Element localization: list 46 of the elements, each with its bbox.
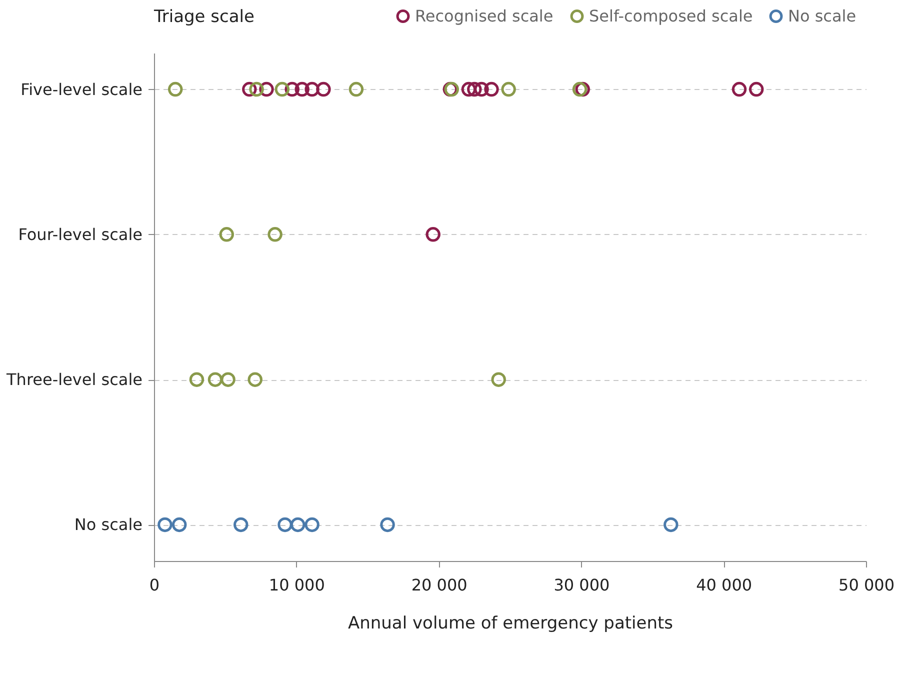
legend-label: No scale <box>788 6 856 26</box>
point <box>233 517 248 532</box>
point <box>732 82 747 97</box>
point <box>248 372 262 387</box>
point <box>491 372 506 387</box>
legend-title: Triage scale <box>153 7 254 27</box>
point <box>664 517 678 532</box>
point <box>467 82 482 97</box>
y-tick-label: Four-level scale <box>18 224 142 244</box>
point <box>278 517 292 532</box>
point <box>189 372 204 387</box>
y-tick-label: Five-level scale <box>20 80 142 99</box>
point <box>380 517 395 532</box>
x-tick-label: 50 000 <box>838 576 894 594</box>
point <box>304 517 320 532</box>
point <box>268 227 282 242</box>
point <box>219 227 234 242</box>
point <box>501 82 516 97</box>
y-tick-label: Three-level scale <box>6 370 142 390</box>
point <box>304 82 320 97</box>
x-tick-label: 30 000 <box>554 576 610 594</box>
point <box>294 82 310 97</box>
x-tick-label: 40 000 <box>696 576 752 594</box>
point <box>208 372 223 387</box>
legend-label: Self-composed scale <box>589 6 753 26</box>
point <box>274 82 290 97</box>
x-tick-label: 0 <box>149 576 160 594</box>
point <box>158 517 172 532</box>
point <box>168 82 183 97</box>
point <box>461 82 476 97</box>
point <box>290 517 306 532</box>
point <box>249 82 264 97</box>
point <box>172 517 187 532</box>
y-tick-label: No scale <box>74 515 142 534</box>
point <box>748 82 764 97</box>
point <box>426 227 440 242</box>
point <box>484 82 499 97</box>
point <box>316 82 331 97</box>
x-tick-label: 10 000 <box>268 576 325 594</box>
point <box>572 82 588 97</box>
point <box>220 372 236 387</box>
x-tick-label: 20 000 <box>411 576 468 594</box>
point <box>474 82 489 97</box>
x-axis-title: Annual volume of emergency patients <box>348 614 674 634</box>
legend-label: Recognised scale <box>415 6 554 26</box>
point <box>348 82 364 97</box>
